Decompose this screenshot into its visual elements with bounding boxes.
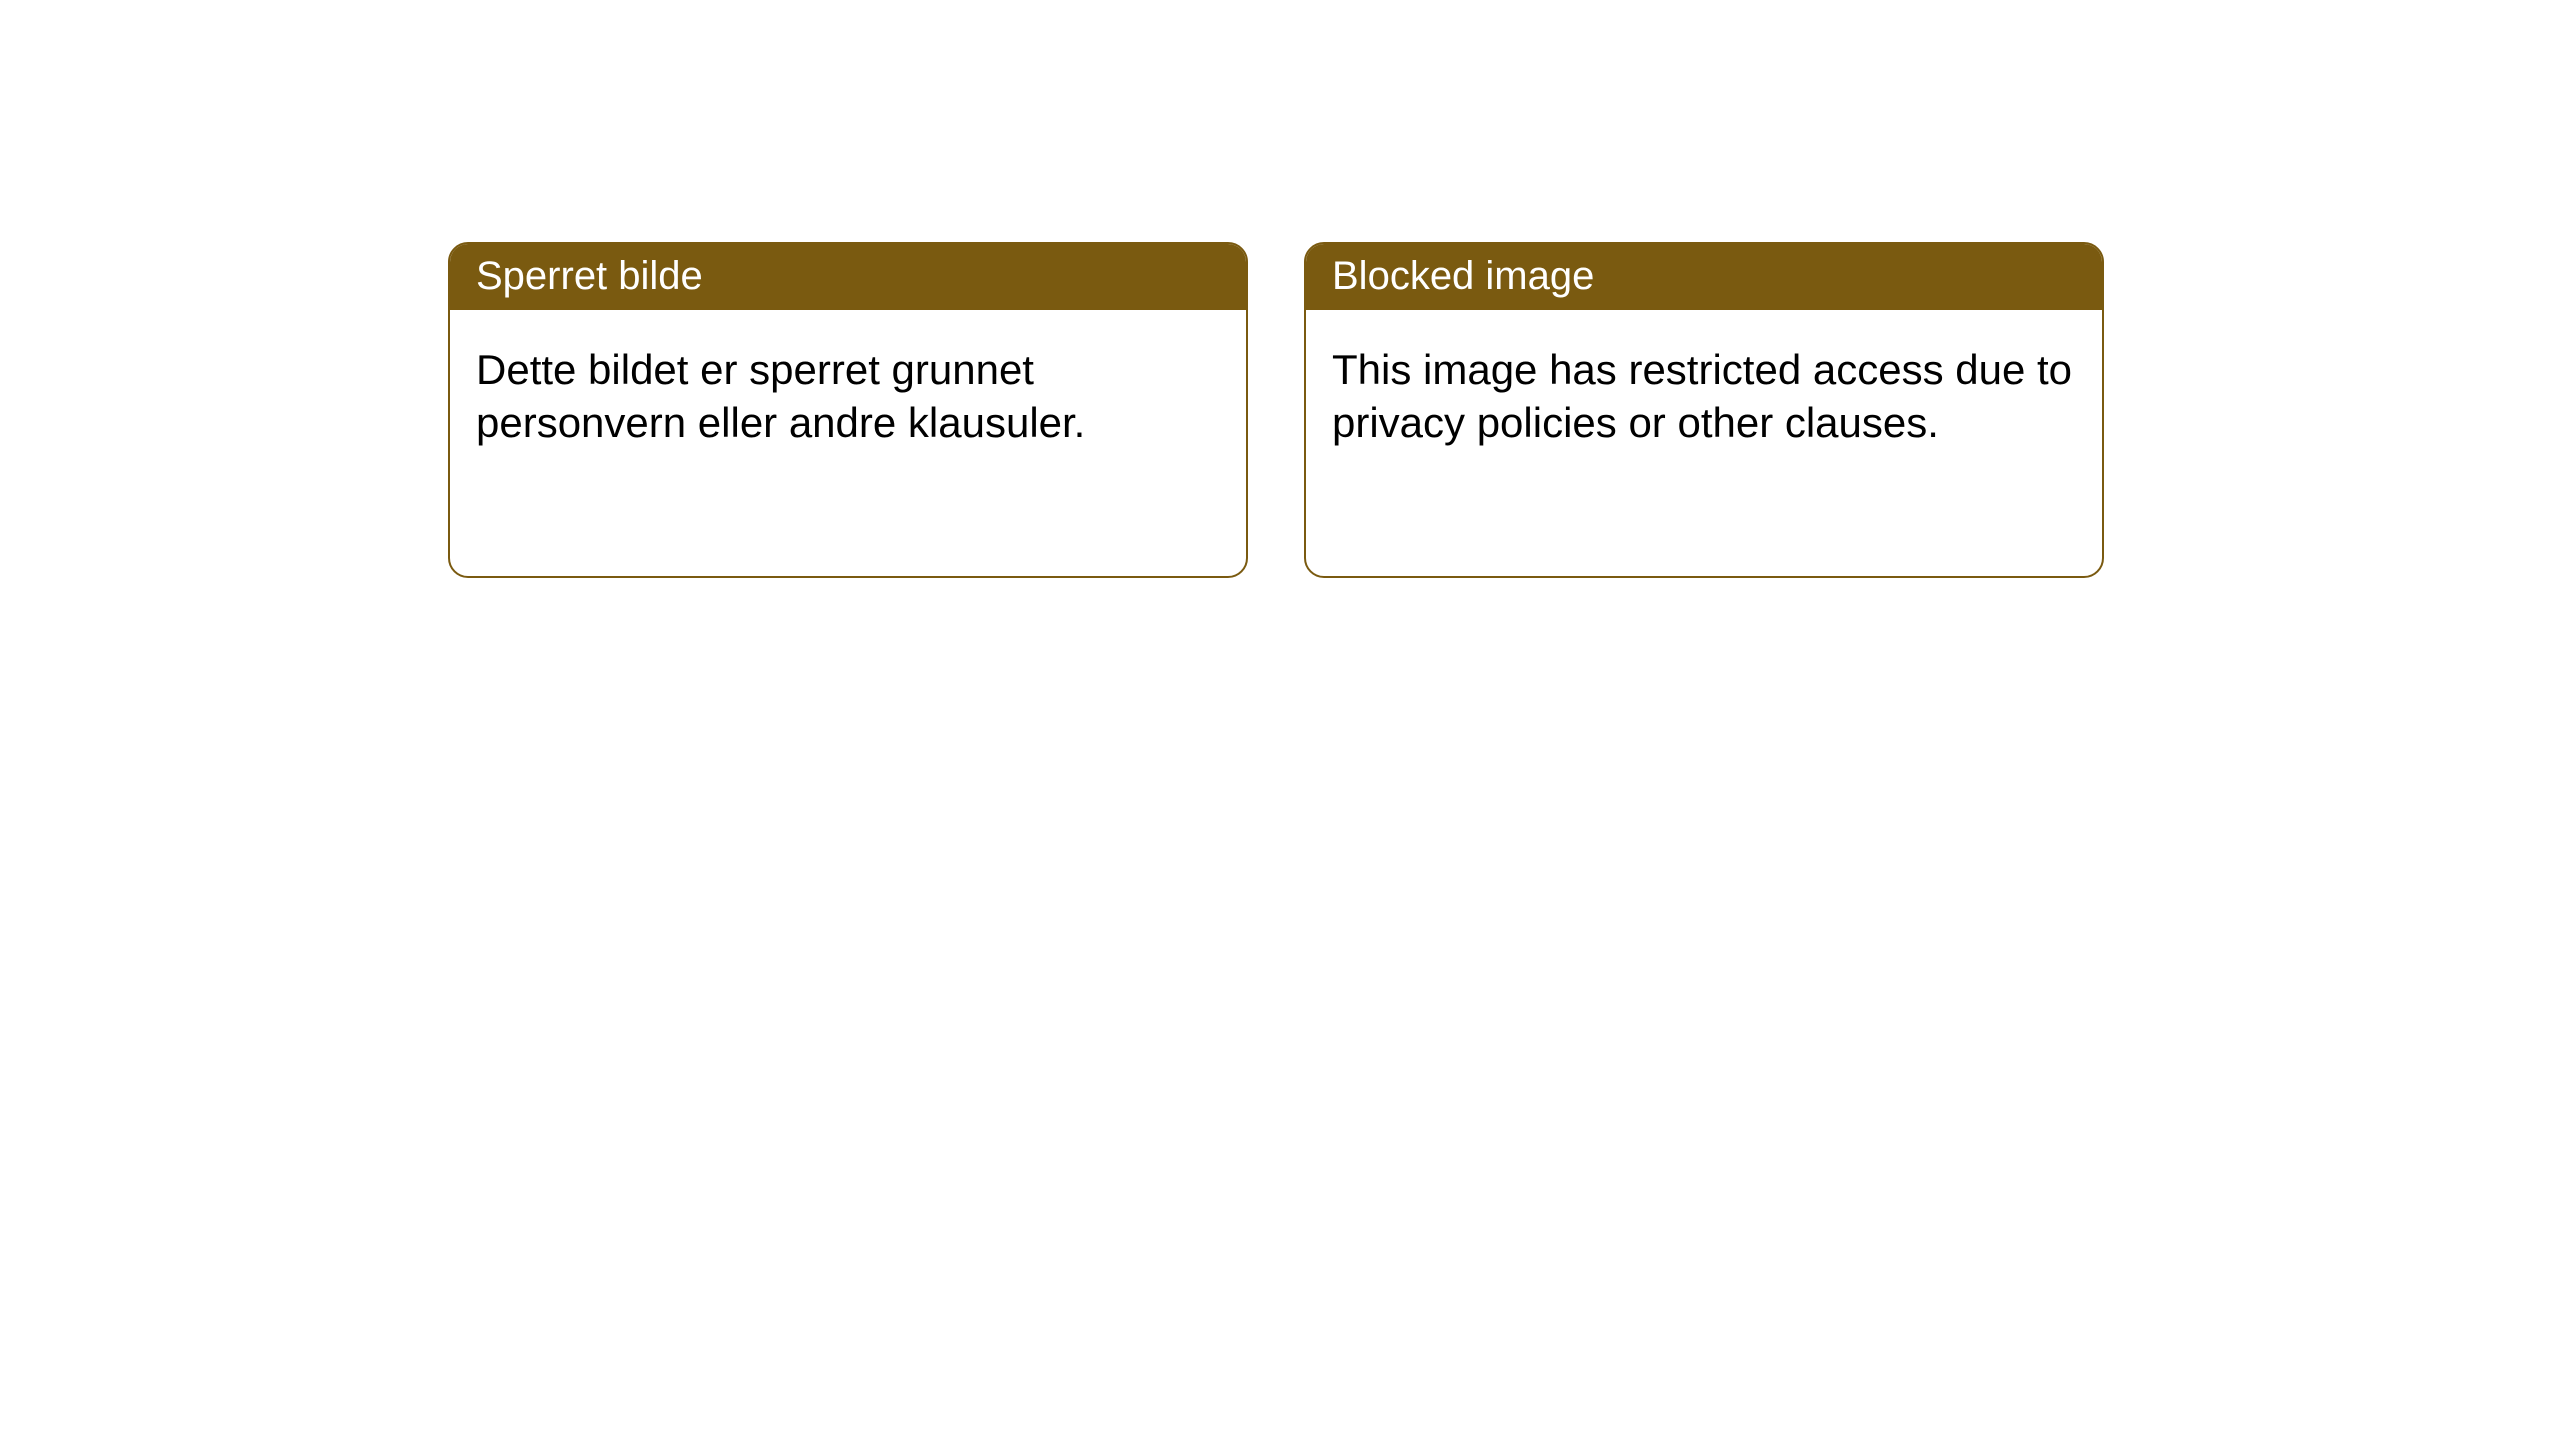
card-title-english: Blocked image bbox=[1306, 244, 2102, 310]
card-message-norwegian: Dette bildet er sperret grunnet personve… bbox=[450, 310, 1246, 483]
blocked-image-card-norwegian: Sperret bilde Dette bildet er sperret gr… bbox=[448, 242, 1248, 578]
blocked-image-card-english: Blocked image This image has restricted … bbox=[1304, 242, 2104, 578]
card-message-english: This image has restricted access due to … bbox=[1306, 310, 2102, 483]
blocked-image-notice-container: Sperret bilde Dette bildet er sperret gr… bbox=[448, 242, 2104, 578]
card-title-norwegian: Sperret bilde bbox=[450, 244, 1246, 310]
